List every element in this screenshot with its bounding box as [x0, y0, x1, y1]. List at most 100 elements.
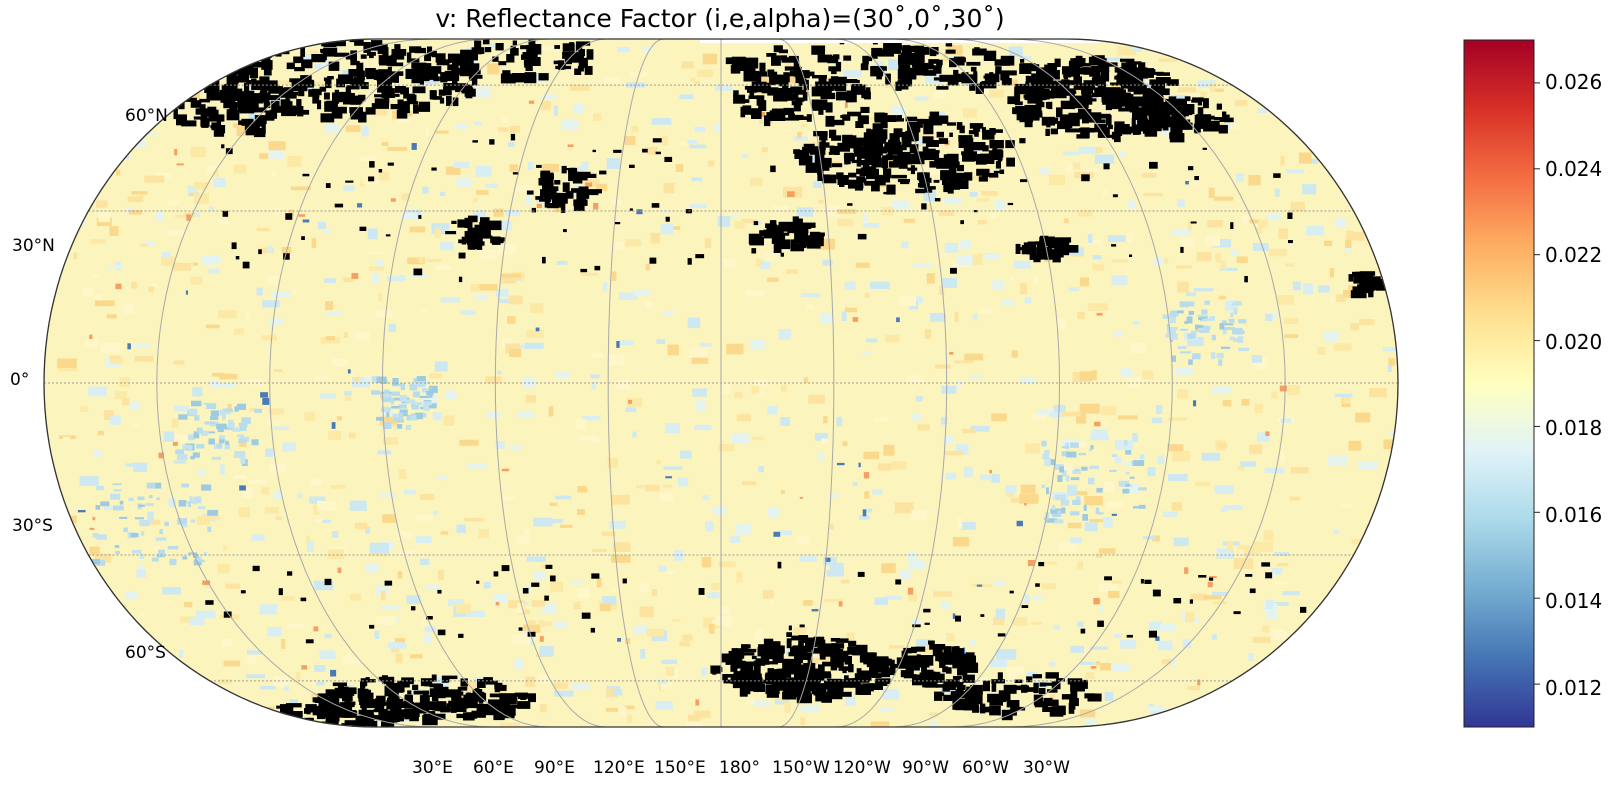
reflectance-patch: [1342, 111, 1357, 116]
reflectance-patch: [604, 76, 621, 84]
reflectance-patch: [125, 463, 137, 467]
reflectance-patch: [662, 135, 668, 146]
no-data-patch: [832, 76, 847, 82]
reflectance-patch: [51, 200, 65, 205]
reflectance-patch: [1345, 629, 1359, 633]
no-data-patch: [471, 78, 478, 86]
no-data-patch: [488, 699, 502, 710]
reflectance-patch: [89, 131, 108, 136]
reflectance-patch: [262, 300, 280, 308]
no-data-patch: [802, 92, 808, 101]
reflectance-patch: [113, 489, 122, 492]
reflectance-patch: [1148, 621, 1162, 630]
reflectance-patch: [400, 383, 406, 391]
no-data-patch: [561, 165, 567, 174]
no-data-patch: [213, 74, 222, 78]
reflectance-patch: [221, 639, 232, 648]
reflectance-patch: [1118, 480, 1130, 487]
no-data-patch: [763, 661, 778, 665]
no-data-patch: [1127, 94, 1134, 102]
reflectance-patch: [209, 206, 214, 211]
reflectance-patch: [259, 153, 269, 159]
no-data-patch: [324, 92, 330, 100]
no-data-speck: [1021, 605, 1029, 608]
no-data-patch: [790, 664, 805, 673]
reflectance-patch: [382, 514, 396, 523]
no-data-patch: [1081, 87, 1094, 94]
reflectance-patch: [405, 424, 412, 430]
no-data-patch: [502, 70, 511, 76]
no-data-patch: [1051, 90, 1067, 99]
no-data-patch: [1219, 118, 1229, 122]
reflectance-patch: [556, 261, 568, 265]
no-data-patch: [974, 693, 983, 705]
no-data-patch: [919, 672, 926, 676]
no-data-patch: [969, 84, 976, 91]
reflectance-patch: [429, 388, 438, 394]
no-data-patch: [938, 138, 948, 144]
no-data-patch: [454, 700, 467, 711]
no-data-patch: [412, 702, 423, 714]
reflectance-patch: [505, 343, 520, 354]
no-data-patch: [967, 655, 976, 666]
no-data-patch: [848, 179, 864, 189]
no-data-speck: [334, 203, 344, 208]
no-data-patch: [1010, 704, 1019, 712]
reflectance-patch: [883, 444, 895, 456]
reflectance-patch: [172, 669, 179, 678]
no-data-patch: [903, 45, 920, 51]
reflectance-patch: [227, 404, 232, 412]
no-data-patch: [976, 168, 990, 176]
no-data-patch: [1030, 106, 1042, 113]
no-data-patch: [460, 56, 474, 67]
reflectance-patch: [815, 238, 836, 250]
no-data-patch: [540, 189, 550, 198]
no-data-patch: [413, 690, 430, 695]
no-data-patch: [819, 132, 828, 141]
reflectance-patch: [657, 679, 667, 684]
reflectance-patch: [553, 105, 558, 116]
no-data-patch: [279, 87, 294, 98]
reflectance-patch: [336, 416, 342, 421]
no-data-patch: [1054, 58, 1061, 67]
no-data-patch: [940, 170, 950, 181]
reflectance-patch: [240, 426, 247, 431]
reflectance-patch: [418, 77, 439, 85]
no-data-patch: [766, 112, 773, 116]
reflectance-patch: [498, 127, 509, 132]
reflectance-patch: [825, 160, 840, 166]
reflectance-patch: [1219, 267, 1238, 271]
reflectance-patch: [399, 395, 407, 402]
no-data-patch: [942, 655, 957, 665]
reflectance-patch: [474, 121, 482, 126]
reflectance-patch: [708, 160, 715, 167]
reflectance-patch: [416, 376, 426, 382]
reflectance-patch: [1225, 300, 1238, 311]
no-data-speck: [1104, 576, 1112, 581]
no-data-patch: [507, 697, 518, 702]
no-data-patch: [973, 71, 978, 83]
reflectance-patch: [523, 624, 541, 633]
reflectance-patch: [156, 210, 163, 222]
reflectance-patch: [846, 632, 855, 641]
reflectance-patch: [190, 146, 206, 158]
reflectance-patch: [128, 497, 134, 502]
reflectance-patch: [537, 674, 552, 684]
no-data-patch: [215, 72, 228, 76]
no-data-patch: [438, 89, 446, 96]
no-data-patch: [1128, 96, 1144, 107]
reflectance-patch: [282, 442, 296, 452]
reflectance-patch: [656, 339, 666, 344]
no-data-patch: [1051, 706, 1064, 712]
reflectance-patch: [307, 540, 314, 552]
reflectance-patch: [1081, 466, 1088, 471]
reflectance-patch: [1176, 265, 1192, 269]
no-data-patch: [265, 113, 273, 117]
reflectance-patch: [342, 656, 361, 665]
no-data-patch: [1059, 114, 1073, 125]
no-data-patch: [451, 706, 457, 713]
no-data-patch: [578, 186, 589, 193]
no-data-patch: [923, 669, 934, 681]
reflectance-patch: [418, 256, 424, 264]
reflectance-patch: [61, 700, 76, 705]
